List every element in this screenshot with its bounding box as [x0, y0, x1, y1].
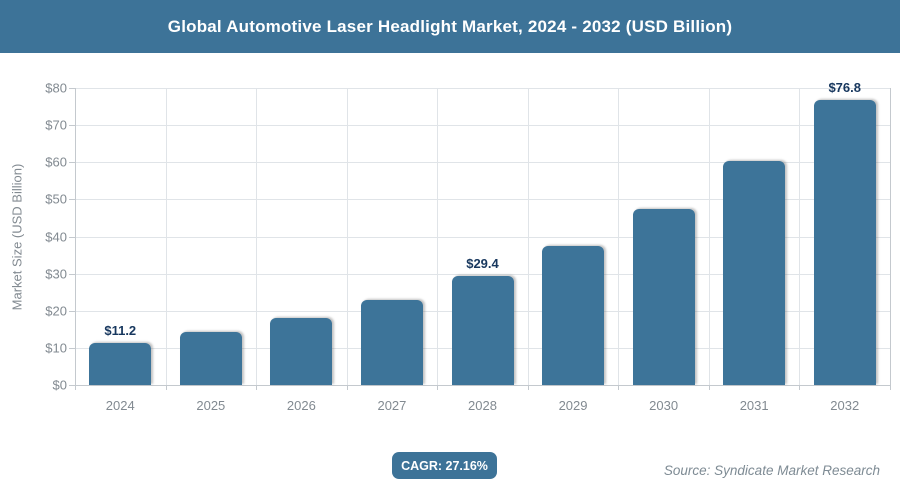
x-tick-mark	[708, 385, 710, 390]
plot-border-line	[890, 88, 891, 385]
y-tick-label: $50	[45, 191, 67, 207]
x-tick-label-2028: 2028	[468, 398, 497, 413]
y-tick-label: $40	[45, 229, 67, 244]
plot-border-line	[75, 88, 76, 385]
y-gridline	[75, 199, 890, 201]
y-tick-mark	[69, 88, 75, 89]
cagr-badge: CAGR: 27.16%	[392, 452, 497, 479]
bar-chart: Market Size (USD Billion) $0 $10 $20 $30 $40…	[0, 53, 900, 445]
x-tick-label-2027: 2027	[377, 398, 407, 413]
x-tick-mark	[256, 385, 258, 390]
y-tick-label: $0	[52, 377, 67, 393]
y-gridline	[75, 88, 890, 89]
y-tick-label: $20	[45, 303, 67, 319]
y-gridline	[75, 273, 890, 275]
y-tick-mark	[69, 310, 75, 312]
x-gridline	[437, 88, 439, 385]
y-tick-mark	[69, 385, 75, 386]
x-tick-label-2026: 2026	[286, 398, 316, 413]
y-tick-label: $80	[45, 80, 67, 96]
x-tick-label-2032: 2032	[830, 398, 860, 413]
x-gridline	[346, 88, 348, 385]
y-tick-mark	[69, 199, 75, 201]
y-tick-label: $30	[45, 266, 67, 282]
y-tick-mark	[69, 125, 75, 127]
bar-2028	[451, 275, 514, 385]
x-tick-label-2024: 2024	[105, 398, 135, 413]
x-gridline	[256, 88, 258, 385]
cagr-label: CAGR: 27.16%	[401, 458, 488, 473]
x-tick-mark	[890, 385, 891, 390]
y-tick-mark	[69, 162, 75, 164]
y-axis-title: Market Size (USD Billion)	[9, 163, 25, 310]
x-gridline	[618, 88, 620, 385]
bar-value-label-2028: $29.4	[466, 255, 499, 271]
bar-2032	[813, 99, 876, 385]
chart-title: Global Automotive Laser Headlight Market…	[167, 16, 733, 36]
bar-2029	[542, 246, 605, 385]
x-tick-mark	[618, 385, 620, 390]
x-gridline	[165, 88, 167, 385]
x-axis-line	[75, 385, 890, 386]
x-tick-label-2031: 2031	[739, 398, 769, 413]
bar-value-label-2024: $11.2	[104, 323, 137, 339]
bar-value-label-2032: $76.8	[828, 79, 861, 95]
x-tick-label-2030: 2030	[649, 398, 679, 413]
bar-2031	[723, 160, 786, 385]
bar-2025	[179, 332, 242, 385]
x-gridline	[708, 88, 710, 385]
x-tick-mark	[165, 385, 167, 390]
x-gridline	[799, 88, 801, 385]
x-tick-label-2025: 2025	[196, 398, 226, 413]
y-tick-label: $60	[45, 154, 67, 170]
y-tick-mark	[69, 236, 75, 238]
y-tick-label: $10	[45, 340, 67, 356]
bar-2024	[89, 343, 152, 385]
x-tick-label-2029: 2029	[558, 398, 588, 413]
x-tick-mark	[437, 385, 439, 390]
y-gridline	[75, 125, 890, 127]
x-tick-mark	[799, 385, 801, 390]
y-gridline	[75, 236, 890, 238]
x-tick-mark	[346, 385, 348, 390]
bar-2030	[632, 208, 695, 385]
chart-title-bar: Global Automotive Laser Headlight Market…	[0, 0, 900, 53]
y-tick-label: $70	[45, 117, 67, 133]
y-tick-mark	[69, 273, 75, 275]
bar-2027	[360, 299, 423, 385]
y-gridline	[75, 162, 890, 164]
x-tick-mark	[75, 385, 76, 390]
source-note: Source: Syndicate Market Research	[663, 463, 880, 478]
y-tick-mark	[69, 347, 75, 349]
x-tick-mark	[527, 385, 529, 390]
x-gridline	[527, 88, 529, 385]
bar-2026	[270, 317, 333, 385]
